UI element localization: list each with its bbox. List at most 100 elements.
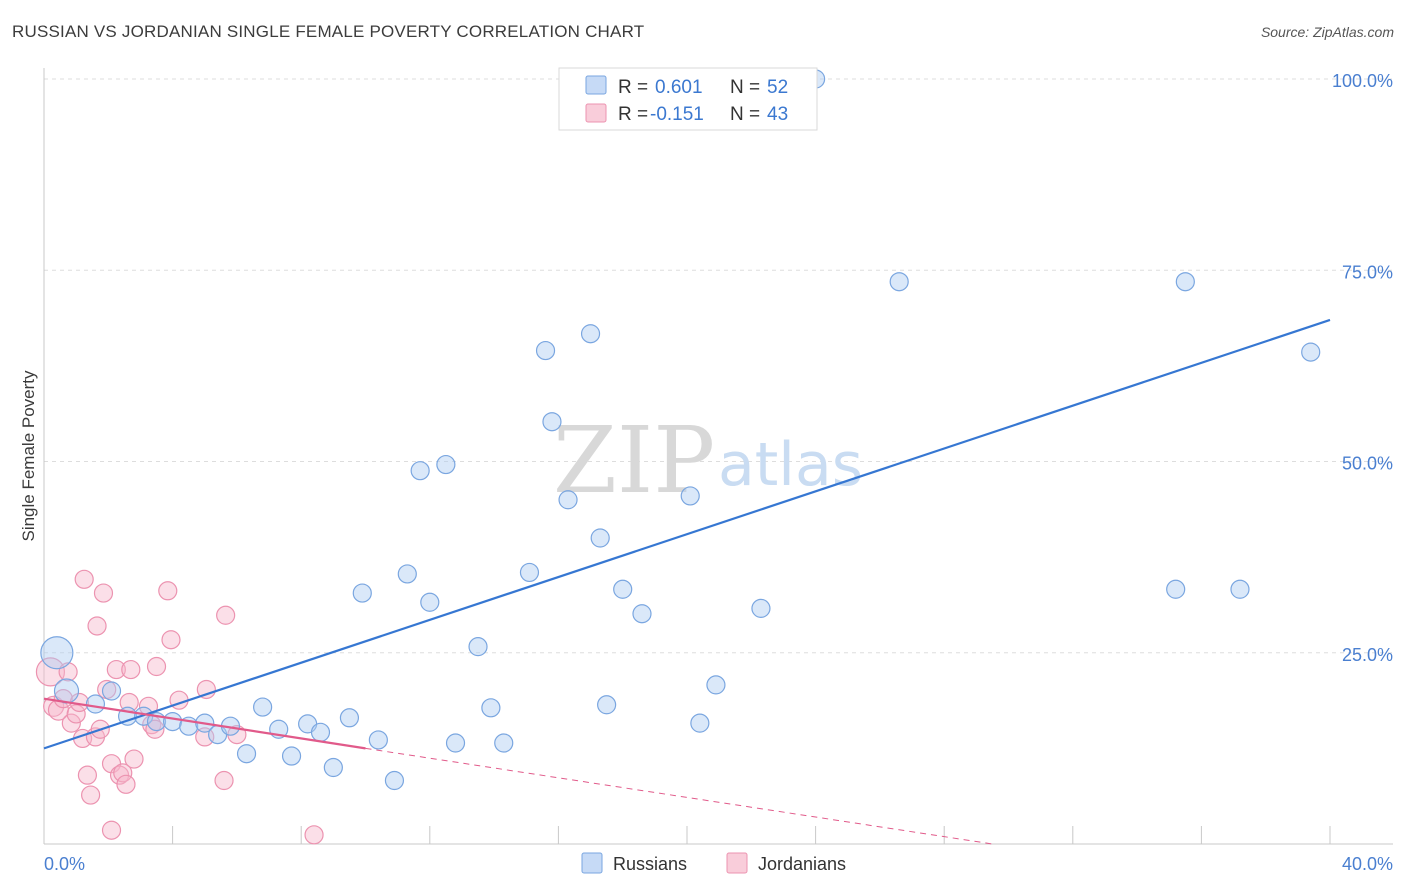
bottom-legend-russians: Russians [613, 854, 687, 874]
russian-point [519, 562, 540, 583]
y-tick-label: 100.0% [1332, 71, 1393, 91]
y-tick-label: 50.0% [1342, 454, 1393, 474]
legend-jordanians-r-value: -0.151 [650, 104, 704, 125]
russian-point [281, 746, 302, 766]
bottom-legend-jordanians-swatch [726, 852, 748, 874]
legend-russians-n-label: N = [730, 77, 760, 98]
russian-point [53, 678, 80, 704]
bottom-legend-russians-swatch [581, 852, 603, 874]
russian-point [1175, 272, 1195, 292]
russian-point [384, 770, 405, 791]
russian-point [445, 733, 466, 753]
jordanian-point [216, 605, 236, 625]
x-tick-label: 40.0% [1342, 854, 1393, 874]
russian-point [690, 713, 710, 733]
russian-point [535, 340, 556, 361]
jordanian-point [66, 704, 86, 724]
jordanian-point [145, 719, 165, 739]
legend-box: R = 0.601 N = 52 R = -0.151 N = 43 [558, 67, 818, 131]
russian-point [558, 490, 578, 510]
jordanian-point [124, 749, 144, 769]
jordanian-point [87, 616, 107, 636]
watermark: ZIP atlas [553, 407, 863, 514]
russian-point [352, 583, 372, 603]
bottom-legend-jordanians: Jordanians [758, 854, 846, 874]
chart-source: Source: ZipAtlas.com [1260, 24, 1394, 40]
russian-point [40, 636, 74, 670]
jordanian-point [196, 679, 216, 700]
russians-points [40, 69, 1321, 791]
russian-point [481, 698, 501, 718]
jordanian-point [93, 583, 114, 603]
russian-point [323, 757, 343, 778]
jordanian-point [116, 774, 136, 794]
russian-point [613, 579, 633, 599]
russian-point [597, 695, 617, 715]
jordanian-point [106, 659, 126, 680]
y-tick-labels: 25.0% 50.0% 75.0% 100.0% [1332, 71, 1393, 665]
russian-point [494, 733, 514, 753]
russian-point [397, 564, 417, 584]
russian-point [368, 730, 388, 750]
russian-point [468, 637, 488, 657]
jordanian-point [214, 770, 234, 791]
russians-trendline [43, 318, 1331, 750]
russian-point [590, 528, 610, 548]
jordanians-trendline [43, 697, 366, 750]
russian-point [751, 598, 771, 618]
jordanian-point [74, 569, 94, 589]
jordanian-point [101, 820, 122, 840]
legend-jordanians-r-label: R = [618, 104, 648, 125]
bottom-legend: Russians Jordanians [581, 852, 846, 874]
russian-point [253, 697, 273, 717]
x-tick-labels: 0.0% 40.0% [44, 854, 1393, 874]
russian-point [420, 592, 440, 612]
russian-point [542, 412, 562, 432]
legend-jordanians-n-value: 43 [767, 104, 788, 125]
watermark-zip: ZIP [553, 407, 715, 514]
russian-point [1301, 342, 1321, 362]
legend-jordanians-swatch [585, 103, 607, 123]
jordanians-trendline-extension [365, 747, 993, 845]
russian-point [706, 675, 726, 695]
jordanian-point [304, 825, 324, 845]
russian-point [632, 604, 652, 624]
jordanian-point [35, 657, 66, 687]
legend-jordanians-n-label: N = [730, 104, 760, 125]
russian-point [410, 461, 430, 481]
legend-russians-r-value: 0.601 [655, 77, 703, 98]
y-axis-label: Single Female Poverty [19, 370, 38, 542]
legend-russians-swatch [585, 75, 607, 95]
jordanian-point [146, 656, 167, 677]
trendlines [43, 318, 1331, 845]
russian-point [580, 324, 601, 344]
russian-point [1230, 579, 1250, 599]
jordanians-points [35, 569, 324, 845]
jordanian-point [81, 785, 101, 805]
x-tick-label: 0.0% [44, 854, 85, 874]
russian-point [436, 454, 456, 475]
jordanian-point [161, 630, 181, 650]
jordanian-point [77, 765, 98, 785]
chart-title: RUSSIAN VS JORDANIAN SINGLE FEMALE POVER… [12, 22, 645, 41]
legend-russians-r-label: R = [618, 77, 648, 98]
russian-point [236, 744, 257, 764]
russian-point [1166, 579, 1186, 599]
russian-point [339, 708, 360, 728]
russian-point [101, 681, 122, 701]
watermark-atlas: atlas [718, 430, 863, 500]
russian-point [163, 711, 183, 732]
russian-point [680, 486, 700, 506]
russian-point [310, 722, 331, 742]
jordanian-point [121, 659, 141, 680]
y-tick-label: 25.0% [1342, 645, 1393, 665]
jordanian-point [113, 763, 133, 783]
y-tick-label: 75.0% [1342, 262, 1393, 282]
russian-point [889, 272, 909, 292]
jordanian-point [61, 713, 81, 733]
axes [43, 68, 1393, 845]
legend-russians-n-value: 52 [767, 77, 788, 98]
russian-point [85, 694, 106, 714]
jordanian-point [158, 581, 178, 601]
